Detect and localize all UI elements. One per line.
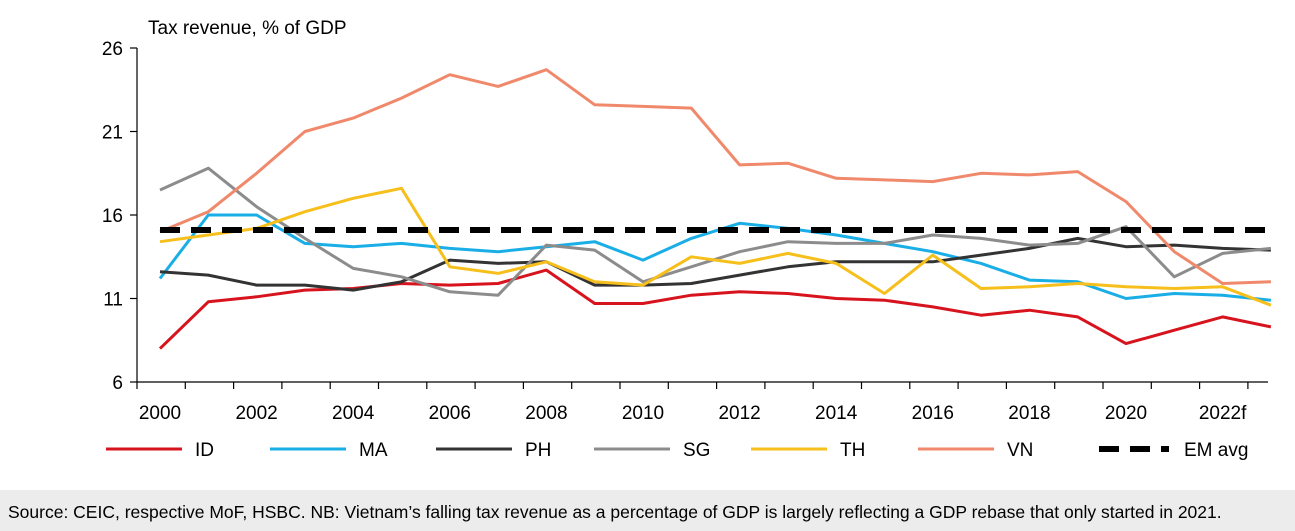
legend-label: ID <box>195 440 214 461</box>
y-tick-label: 16 <box>102 206 123 227</box>
x-tick-label: 2006 <box>429 403 471 424</box>
legend-item-th: TH <box>751 440 865 461</box>
x-tick-label: 2018 <box>1008 403 1050 424</box>
legend-item-id: ID <box>106 440 214 461</box>
x-tick-label: 2020 <box>1105 403 1147 424</box>
series-line-id <box>158 268 1272 350</box>
x-tick-label: 2010 <box>622 403 664 424</box>
legend-label: EM avg <box>1184 440 1248 461</box>
legend-label: MA <box>359 440 388 461</box>
line-chart: Tax revenue, % of GDP 6 11 16 21 26 2000 2002 2… <box>102 18 1272 461</box>
x-tick-label: 2012 <box>718 403 760 424</box>
chart-title: Tax revenue, % of GDP <box>148 18 347 39</box>
source-note: Source: CEIC, respective MoF, HSBC. NB: … <box>8 502 1222 522</box>
x-tick-label: 2002 <box>235 403 277 424</box>
legend-item-vn: VN <box>918 440 1033 461</box>
x-tick-label: 2008 <box>525 403 567 424</box>
x-tick-label: 2004 <box>332 403 375 424</box>
x-tick-label: 2014 <box>815 403 858 424</box>
legend-item-sg: SG <box>594 440 710 461</box>
legend-label: PH <box>525 440 551 461</box>
y-tick-label: 6 <box>112 373 123 394</box>
legend-item-em-avg: EM avg <box>1099 440 1248 461</box>
y-tick-label: 11 <box>103 290 123 311</box>
x-tick-label: 2022f <box>1199 403 1247 424</box>
footer: Source: CEIC, respective MoF, HSBC. NB: … <box>0 490 1295 531</box>
y-tick-label: 21 <box>102 123 123 144</box>
legend-label: VN <box>1007 440 1033 461</box>
series-line-th <box>159 186 1272 307</box>
legend-label: SG <box>683 440 710 461</box>
y-tick-label: 26 <box>102 39 123 60</box>
legend-item-ma: MA <box>270 440 388 461</box>
legend-label: TH <box>840 440 865 461</box>
series-line-vn <box>159 68 1271 285</box>
x-tick-label: 2016 <box>912 403 954 424</box>
legend-item-ph: PH <box>436 440 551 461</box>
x-tick-label: 2000 <box>139 403 181 424</box>
